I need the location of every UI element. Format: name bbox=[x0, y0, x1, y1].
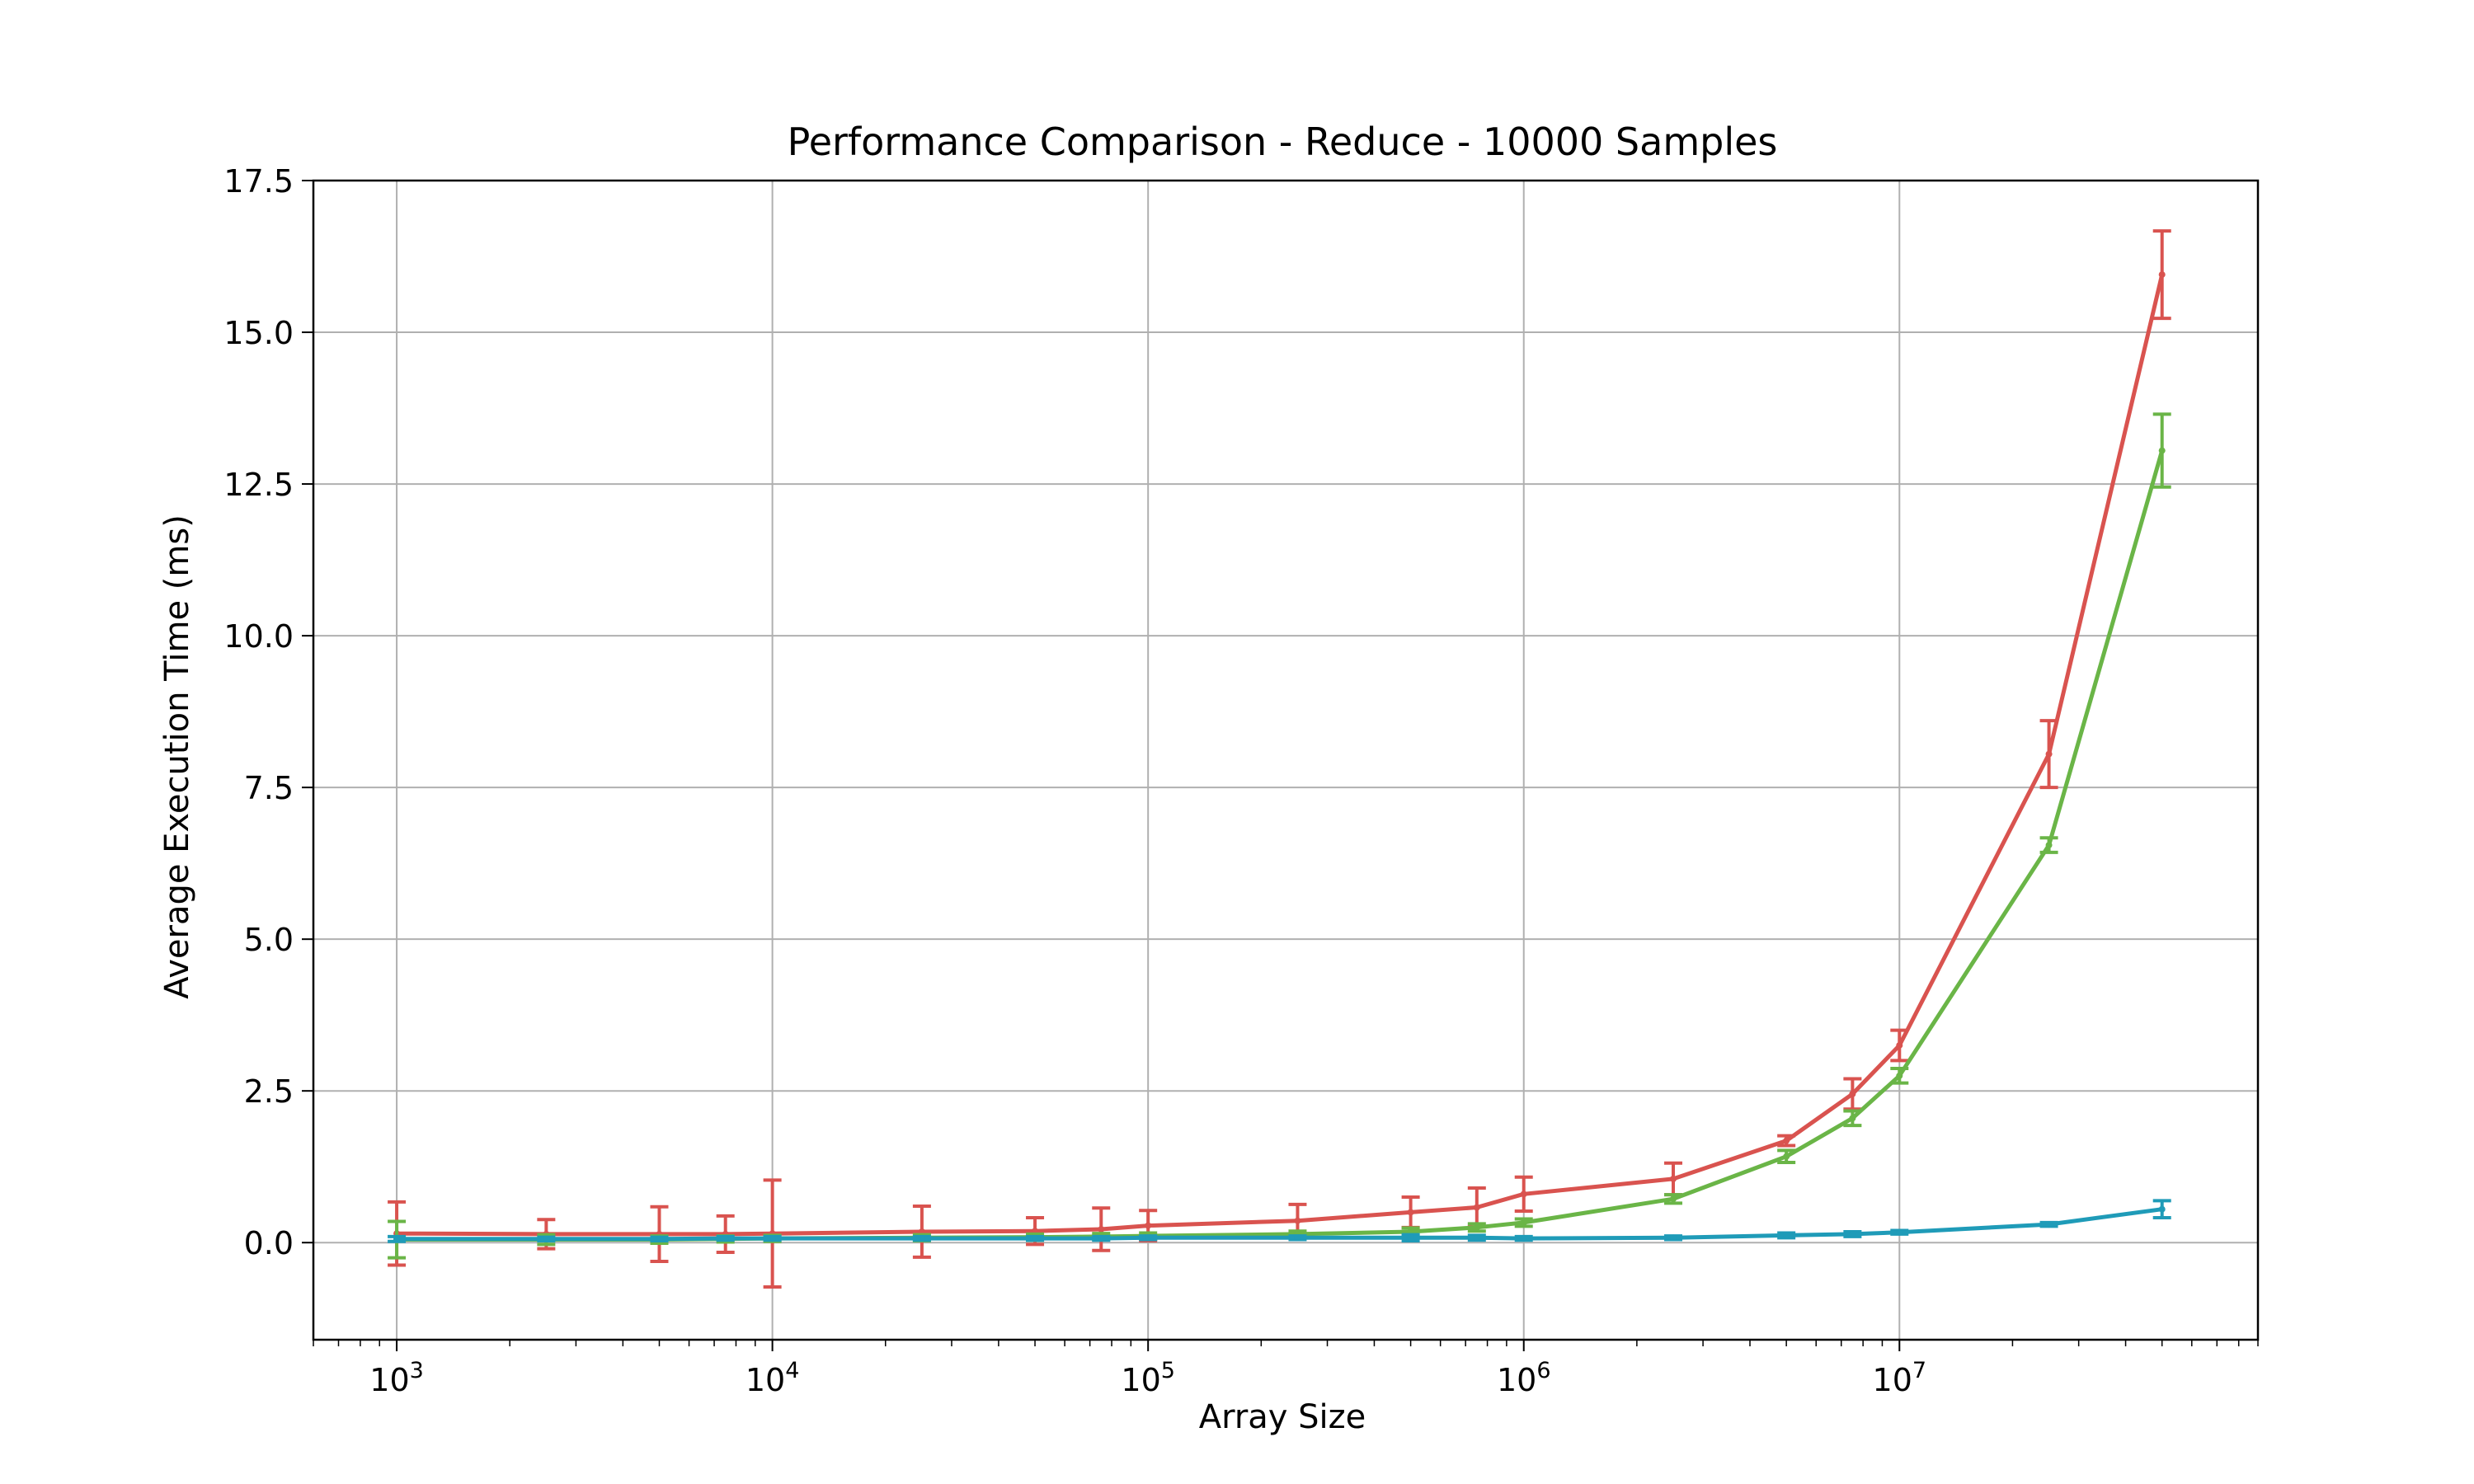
data-point bbox=[1849, 1230, 1856, 1237]
data-point bbox=[1032, 1235, 1039, 1242]
y-tick-label: 10.0 bbox=[223, 618, 294, 655]
data-point bbox=[722, 1235, 729, 1242]
data-point bbox=[1098, 1235, 1105, 1242]
data-point bbox=[1783, 1153, 1790, 1160]
data-point bbox=[1670, 1175, 1677, 1182]
data-point bbox=[1849, 1115, 1856, 1122]
plot-frame bbox=[312, 179, 2260, 1341]
y-tick-label: 17.5 bbox=[223, 163, 294, 200]
data-point bbox=[2158, 1205, 2166, 1213]
data-point bbox=[2158, 271, 2166, 279]
y-tick-label: 15.0 bbox=[223, 315, 294, 351]
x-tick-label: 105 bbox=[1121, 1358, 1175, 1398]
data-point bbox=[1783, 1232, 1790, 1239]
x-tick-label: 106 bbox=[1497, 1358, 1551, 1398]
axis-ticks: 0.0 2.5 5.0 7.5 10.0 12.5 15.0 17.5 103 104 105 106… bbox=[223, 163, 2259, 1398]
data-point bbox=[1098, 1226, 1105, 1233]
x-tick-label: 103 bbox=[369, 1358, 424, 1398]
data-point bbox=[1473, 1204, 1480, 1211]
series-group bbox=[388, 229, 2171, 1289]
series-3 bbox=[388, 1199, 2171, 1243]
data-point bbox=[1407, 1234, 1414, 1242]
data-point bbox=[1670, 1195, 1677, 1203]
data-point bbox=[769, 1235, 776, 1242]
y-tick-label: 2.5 bbox=[244, 1073, 294, 1110]
data-point bbox=[1670, 1234, 1677, 1242]
data-point bbox=[1520, 1190, 1527, 1198]
data-point bbox=[1849, 1090, 1856, 1097]
x-tick-label: 107 bbox=[1873, 1358, 1927, 1398]
data-point bbox=[1896, 1072, 1903, 1079]
y-tick-label: 5.0 bbox=[244, 922, 294, 958]
data-point bbox=[2158, 447, 2166, 454]
data-point bbox=[1145, 1234, 1152, 1242]
data-point bbox=[1520, 1235, 1527, 1242]
x-tick-label: 104 bbox=[745, 1358, 800, 1398]
data-point bbox=[1473, 1223, 1480, 1231]
grid bbox=[313, 180, 2258, 1340]
data-point bbox=[918, 1235, 925, 1242]
chart-title: Performance Comparison - Reduce - 10000 … bbox=[788, 120, 1778, 164]
y-tick-label: 0.0 bbox=[244, 1225, 294, 1261]
data-point bbox=[2045, 750, 2053, 758]
data-point bbox=[1520, 1219, 1527, 1226]
y-axis-label: Average Execution Time (ms) bbox=[158, 514, 196, 999]
data-point bbox=[1294, 1234, 1301, 1242]
data-point bbox=[1783, 1137, 1790, 1144]
data-point bbox=[543, 1235, 550, 1242]
data-point bbox=[1407, 1209, 1414, 1216]
data-point bbox=[1294, 1217, 1301, 1224]
data-point bbox=[2045, 1221, 2053, 1228]
y-tick-label: 7.5 bbox=[244, 770, 294, 806]
data-point bbox=[393, 1235, 401, 1242]
data-point bbox=[656, 1235, 663, 1242]
data-point bbox=[1145, 1222, 1152, 1229]
data-point bbox=[1896, 1228, 1903, 1236]
y-tick-label: 12.5 bbox=[223, 467, 294, 503]
data-point bbox=[1896, 1041, 1903, 1049]
data-point bbox=[2045, 842, 2053, 849]
data-point bbox=[1473, 1234, 1480, 1242]
x-axis-label: Array Size bbox=[1199, 1398, 1366, 1436]
